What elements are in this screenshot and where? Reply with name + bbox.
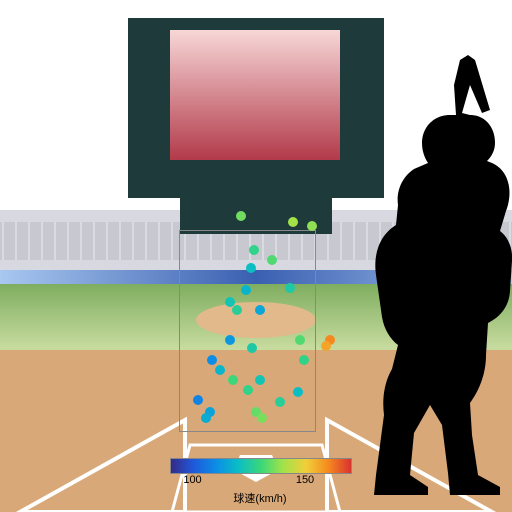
pitch-point bbox=[225, 335, 235, 345]
pitch-point bbox=[293, 387, 303, 397]
pitch-point bbox=[246, 263, 256, 273]
pitch-point bbox=[288, 217, 298, 227]
pitch-point bbox=[201, 413, 211, 423]
colorbar-label: 球速(km/h) bbox=[170, 490, 350, 506]
pitch-point bbox=[249, 245, 259, 255]
colorbar-tick: 100 bbox=[183, 474, 201, 486]
pitch-point bbox=[267, 255, 277, 265]
chart-canvas: 100 150 球速(km/h) bbox=[0, 0, 512, 512]
pitch-point bbox=[241, 285, 251, 295]
pitch-point bbox=[257, 413, 267, 423]
pitch-point bbox=[215, 365, 225, 375]
colorbar-gradient bbox=[170, 458, 352, 474]
batter-silhouette bbox=[310, 55, 512, 495]
colorbar-tick: 150 bbox=[296, 474, 314, 486]
colorbar: 100 150 球速(km/h) bbox=[170, 458, 350, 506]
colorbar-ticks: 100 150 bbox=[170, 474, 350, 488]
pitch-point bbox=[243, 385, 253, 395]
pitch-point bbox=[232, 305, 242, 315]
pitch-point bbox=[275, 397, 285, 407]
pitch-point bbox=[207, 355, 217, 365]
pitch-point bbox=[299, 355, 309, 365]
pitch-point bbox=[255, 305, 265, 315]
pitch-point bbox=[295, 335, 305, 345]
pitch-point bbox=[285, 283, 295, 293]
pitch-point bbox=[193, 395, 203, 405]
pitch-point bbox=[247, 343, 257, 353]
pitch-point bbox=[255, 375, 265, 385]
pitch-point bbox=[228, 375, 238, 385]
pitch-point bbox=[236, 211, 246, 221]
